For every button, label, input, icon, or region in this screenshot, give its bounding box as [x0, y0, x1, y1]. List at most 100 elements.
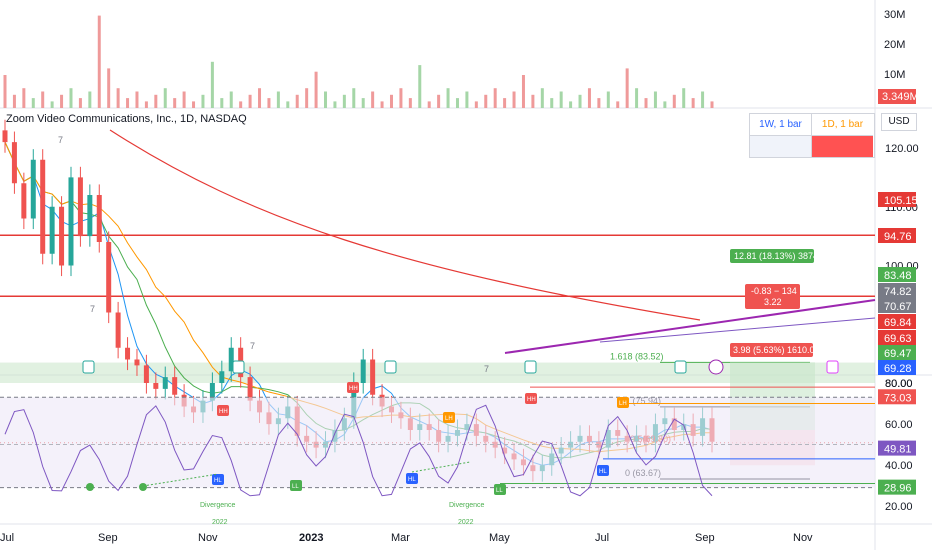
candle-body	[11, 142, 17, 184]
candle-body	[115, 312, 121, 348]
rsi-tick-label: 40.00	[885, 460, 913, 472]
center-label-a: -0.83 − 134	[751, 286, 797, 296]
volume-bar	[182, 91, 186, 108]
swing-label: HL	[408, 477, 416, 483]
rsi-line	[4, 404, 713, 497]
volume-bar	[493, 88, 497, 108]
swing-marker	[494, 484, 506, 495]
volume-bar	[503, 98, 507, 108]
stop-label: 3.98 (5.63%) 1610.01	[733, 345, 820, 355]
rsi-tick-label: 60.00	[885, 419, 913, 431]
volume-bar	[173, 98, 177, 108]
swing-marker	[217, 405, 229, 416]
price-tick-label: 120.00	[885, 143, 919, 155]
wave-count-label: 7	[250, 341, 255, 351]
swing-marker	[443, 412, 455, 423]
volume-bar	[540, 88, 544, 108]
price-badge-label: 83.48	[884, 270, 912, 282]
candle-body	[153, 383, 159, 389]
earnings-marker	[82, 360, 95, 374]
rsi-badge	[878, 389, 916, 405]
swing-marker	[525, 393, 537, 404]
candle-body	[143, 365, 149, 383]
volume-bar	[229, 91, 233, 108]
volume-bar	[371, 91, 375, 108]
volume-tick-label: 20M	[884, 39, 905, 51]
candle-body	[228, 347, 234, 372]
swing-label: LH	[445, 416, 453, 422]
time-tick-label: Mar	[391, 532, 410, 544]
rsi-badge-label: 28.96	[884, 483, 912, 495]
volume-bar	[107, 68, 111, 108]
swing-marker	[597, 465, 609, 476]
price-badge	[878, 267, 916, 282]
volume-bar	[116, 88, 120, 108]
volume-bar	[606, 91, 610, 108]
volume-bar	[88, 91, 92, 108]
volume-last-badge	[878, 89, 916, 104]
price-badge	[878, 192, 916, 207]
time-tick-label: Nov	[793, 532, 813, 544]
volume-bar	[78, 98, 82, 108]
volume-bar	[380, 101, 384, 108]
volume-bar	[248, 94, 252, 108]
swing-label: LL	[496, 488, 503, 494]
candle-body	[106, 242, 112, 313]
target-badge	[730, 249, 814, 263]
volume-bar	[644, 98, 648, 108]
candle-body	[360, 359, 366, 383]
candle-body	[68, 177, 74, 266]
price-badge-label: 69.28	[884, 363, 912, 375]
center-label-b: 3.22	[764, 297, 782, 307]
candle-body	[134, 359, 140, 366]
currency-button[interactable]: USD	[881, 113, 917, 131]
volume-bar	[361, 98, 365, 108]
divergence-line	[411, 461, 471, 473]
volume-bar	[22, 88, 26, 108]
wave-count-label: 7	[58, 135, 63, 145]
volume-tick-label: 10M	[884, 69, 905, 81]
volume-bar	[418, 65, 422, 108]
volume-bar	[653, 91, 657, 108]
candle-body	[77, 177, 83, 237]
volume-bar	[484, 94, 488, 108]
divergence-point	[86, 483, 94, 491]
swing-marker	[347, 382, 359, 393]
swing-marker	[406, 473, 418, 484]
volume-bar	[408, 98, 412, 108]
volume-bar	[314, 71, 318, 108]
volume-bar	[192, 101, 196, 108]
volume-bar	[239, 101, 243, 108]
volume-bar	[691, 98, 695, 108]
signal-weekly-header: 1W, 1 bar	[750, 114, 812, 135]
volume-bar	[295, 94, 299, 108]
volume-bar	[559, 91, 563, 108]
candle-body	[59, 206, 65, 266]
price-badge	[878, 283, 916, 298]
volume-bar	[12, 94, 16, 108]
candle-body	[370, 359, 376, 395]
time-tick-label: Jul	[0, 532, 14, 544]
price-badge-label: 94.76	[884, 231, 912, 243]
volume-bar	[512, 91, 516, 108]
volume-bar	[569, 101, 573, 108]
volume-bar	[210, 61, 214, 108]
divergence-point	[139, 483, 147, 491]
symbol-title: Zoom Video Communications, Inc., 1D, NAS…	[6, 113, 247, 125]
volume-bar	[455, 98, 459, 108]
candle-body	[247, 377, 253, 401]
wave-count-label: 7	[90, 304, 95, 314]
volume-bar	[474, 101, 478, 108]
volume-bar	[710, 101, 714, 108]
time-tick-label: Sep	[98, 532, 118, 544]
volume-tick-label: 30M	[884, 9, 905, 21]
volume-bar	[276, 91, 280, 108]
rsi-tick-label: 20.00	[885, 501, 913, 513]
time-tick-label: Nov	[198, 532, 218, 544]
price-badge	[878, 314, 916, 329]
wave-count-label: 7	[484, 364, 489, 374]
volume-bar	[663, 101, 667, 108]
price-badge	[878, 330, 916, 345]
divergence-label: Divergence	[200, 502, 236, 509]
